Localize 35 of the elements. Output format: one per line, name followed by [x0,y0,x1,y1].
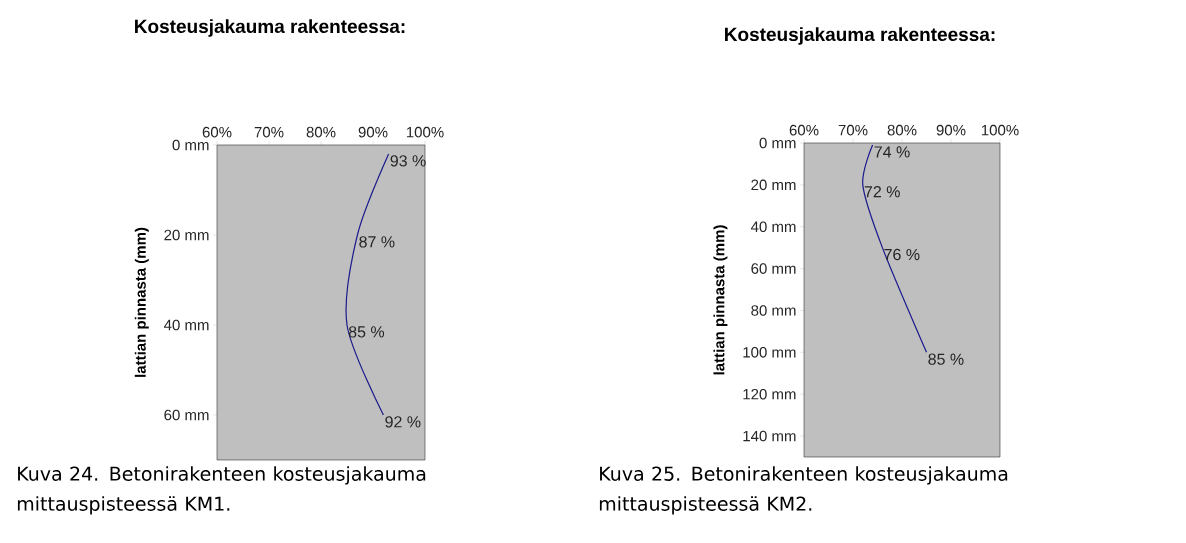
text: Kuva 24. Betonirakenteen kosteusjakauma mittauspisteessä KM1. [17,466,426,515]
x-tick-label: 70% [254,126,284,138]
data-label: 93 % [390,155,426,167]
data-label: 85 % [348,326,385,338]
x-tick-label: 100% [981,124,1019,136]
x-tick-label: 90% [936,124,966,136]
x-tick-label: 70% [838,124,868,136]
chart-title: Kosteusjakauma rakenteessa: [725,27,995,45]
y-tick-label: 0 mm [759,137,796,149]
x-tick-label: 90% [358,126,388,138]
data-label: 85 % [928,353,964,365]
x-tick-label: 100% [406,126,444,138]
y-axis-title: lattian pinnasta (mm) [134,227,149,377]
x-tick-label: 60% [789,124,819,136]
y-tick-label: 60 mm [751,263,796,274]
x-tick-label: 80% [306,126,336,138]
chart-title: Kosteusjakauma rakenteessa: [135,19,405,37]
y-tick-label: 60 mm [164,409,209,421]
data-label: 72 % [864,186,900,198]
y-tick-label: 80 mm [751,305,796,316]
y-tick-label: 40 mm [163,319,209,331]
data-label: 92 % [385,416,421,428]
text: Kuva 25. Betonirakenteen kosteusjakauma mittauspisteessä KM2. [599,466,1008,515]
data-label: 87 % [359,236,395,248]
y-tick-label: 100 mm [743,347,796,358]
data-label: 74 % [874,146,910,158]
y-tick-label: 0 mm [172,139,209,151]
y-tick-label: 140 mm [743,430,796,442]
x-tick-label: 80% [887,124,917,136]
y-tick-label: 20 mm [164,229,209,241]
x-tick-label: 60% [202,126,232,138]
y-axis-title: lattian pinnasta (mm) [713,225,728,375]
y-tick-label: 120 mm [743,388,796,400]
y-tick-label: 20 mm [751,179,796,191]
y-tick-label: 40 mm [750,221,796,233]
